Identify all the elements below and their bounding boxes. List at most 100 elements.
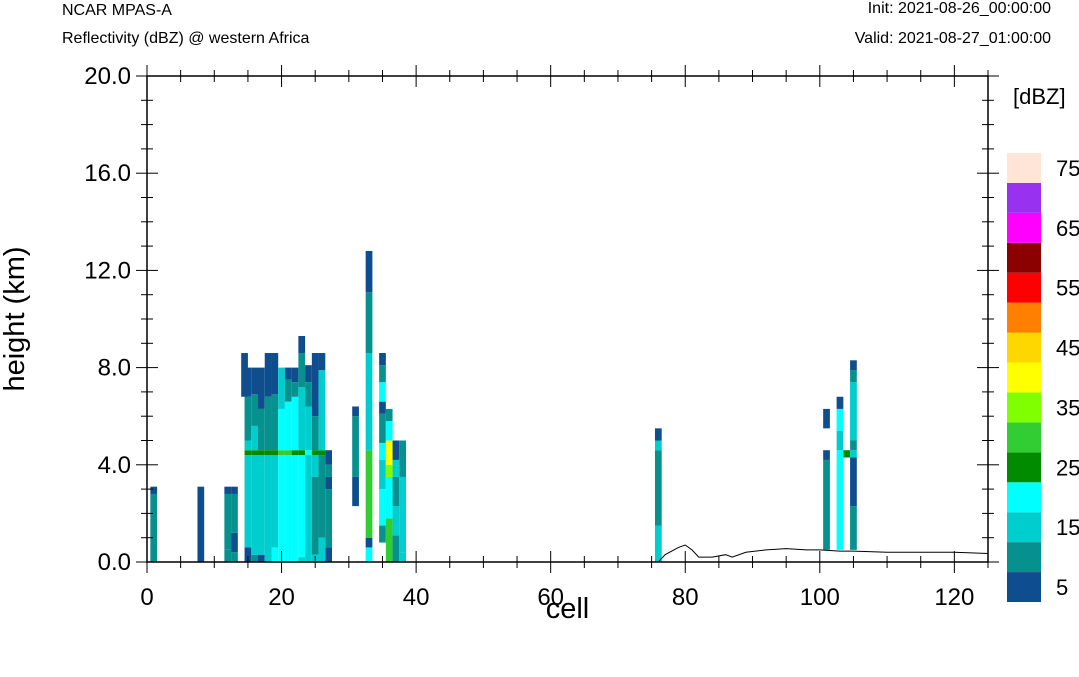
x-tick-label: 40	[403, 584, 430, 611]
reflectivity-cell	[379, 442, 386, 460]
reflectivity-cell	[654, 440, 662, 451]
reflectivity-cell	[298, 455, 306, 558]
reflectivity-cell	[836, 430, 844, 451]
reflectivity-cell	[291, 382, 299, 397]
reflectivity-cell	[251, 367, 259, 395]
reflectivity-cell	[278, 408, 285, 451]
reflectivity-cell	[823, 450, 830, 460]
reflectivity-cell	[392, 535, 400, 562]
reflectivity-cell	[284, 401, 292, 451]
reflectivity-cell	[850, 382, 857, 441]
colorbar-swatch	[1007, 482, 1041, 513]
reflectivity-cell	[318, 450, 326, 456]
reflectivity-cell	[264, 396, 272, 451]
reflectivity-cell	[298, 387, 306, 451]
reflectivity-cell	[311, 353, 319, 417]
reflectivity-cell	[258, 455, 265, 555]
reflectivity-cell	[150, 486, 158, 494]
reflectivity-cell	[244, 547, 252, 562]
reflectivity-cell	[241, 353, 248, 397]
reflectivity-cell	[305, 406, 312, 451]
reflectivity-cell	[251, 455, 259, 555]
reflectivity-cell	[325, 476, 333, 490]
reflectivity-cell	[251, 394, 259, 426]
reflectivity-cell	[379, 382, 386, 402]
reflectivity-cell	[654, 450, 662, 526]
reflectivity-cell	[278, 450, 285, 456]
y-axis-tick-labels: 0.0 4.0 8.0 12.0 16.0 20.0	[84, 63, 131, 576]
reflectivity-cell	[325, 450, 333, 465]
reflectivity-cell	[298, 450, 306, 456]
colorbar-label: 75	[1056, 156, 1079, 181]
colorbar-swatch	[1007, 182, 1041, 213]
colorbar: 5 15 25 35 45 55 65 75	[1007, 153, 1079, 602]
reflectivity-cell	[836, 408, 844, 431]
reflectivity-cell	[284, 379, 292, 402]
x-axis-tick-labels: 0 20 40 60 80 100 120	[140, 584, 974, 611]
reflectivity-cell	[271, 547, 279, 562]
reflectivity-cell	[365, 547, 373, 562]
reflectivity-cell	[284, 455, 292, 562]
valid-time: Valid: 2021-08-27_01:00:00	[854, 30, 1051, 47]
reflectivity-cell	[836, 396, 844, 409]
reflectivity-cell	[278, 455, 285, 562]
reflectivity-cell	[278, 367, 285, 409]
colorbar-label: 15	[1056, 515, 1079, 540]
colorbar-swatch	[1007, 153, 1041, 183]
init-time: Init: 2021-08-26_00:00:00	[867, 0, 1051, 17]
colorbar-swatch	[1007, 362, 1041, 393]
reflectivity-cell	[258, 408, 265, 451]
reflectivity-cell	[352, 416, 359, 477]
reflectivity-cell	[352, 406, 359, 417]
reflectivity-cell	[379, 401, 386, 414]
reflectivity-cell	[392, 476, 400, 507]
reflectivity-cell	[291, 367, 299, 383]
reflectivity-cell	[392, 459, 400, 477]
x-tick-label: 0	[140, 584, 153, 611]
x-tick-label: 100	[800, 584, 840, 611]
reflectivity-cell	[850, 360, 857, 371]
reflectivity-cell	[850, 370, 857, 383]
reflectivity-cell	[291, 455, 299, 562]
reflectivity-cell	[823, 459, 830, 550]
reflectivity-cell	[311, 476, 319, 555]
colorbar-swatch	[1007, 452, 1041, 483]
reflectivity-cell	[264, 353, 272, 397]
reflectivity-cell	[352, 476, 359, 507]
reflectivity-cell	[325, 489, 333, 548]
reflectivity-cell	[385, 408, 393, 422]
colorbar-label: 5	[1056, 575, 1068, 600]
colorbar-swatch	[1007, 242, 1041, 273]
reflectivity-cell	[305, 365, 312, 383]
reflectivity-cell	[305, 382, 312, 407]
reflectivity-cell	[271, 394, 279, 451]
plot-frame	[146, 75, 989, 563]
x-tick-label: 120	[934, 584, 974, 611]
model-title: NCAR MPAS-A	[62, 2, 172, 19]
reflectivity-cell	[244, 396, 252, 441]
x-tick-label: 60	[537, 584, 564, 611]
reflectivity-cell	[392, 440, 400, 460]
reflectivity-cell	[318, 537, 326, 562]
reflectivity-cell	[385, 421, 393, 441]
reflectivity-cell	[244, 367, 252, 397]
reflectivity-cell	[271, 353, 279, 395]
colorbar-swatch	[1007, 392, 1041, 423]
reflectivity-cell	[399, 476, 407, 553]
reflectivity-cell	[264, 450, 272, 456]
reflectivity-cell	[399, 440, 407, 477]
reflectivity-cell	[284, 450, 292, 456]
colorbar-label: 35	[1056, 395, 1079, 420]
reflectivity-cell	[850, 457, 857, 507]
reflectivity-cell	[224, 486, 232, 494]
colorbar-swatch	[1007, 512, 1041, 543]
reflectivity-cell	[365, 537, 373, 548]
axis-ticks	[136, 65, 999, 573]
y-tick-label: 0.0	[98, 549, 131, 576]
reflectivity-cell	[399, 552, 407, 562]
reflectivity-cell	[850, 440, 857, 451]
reflectivity-cell	[850, 506, 857, 550]
reflectivity-cell	[291, 396, 299, 451]
x-tick-label: 20	[268, 584, 295, 611]
reflectivity-cell	[843, 450, 851, 458]
